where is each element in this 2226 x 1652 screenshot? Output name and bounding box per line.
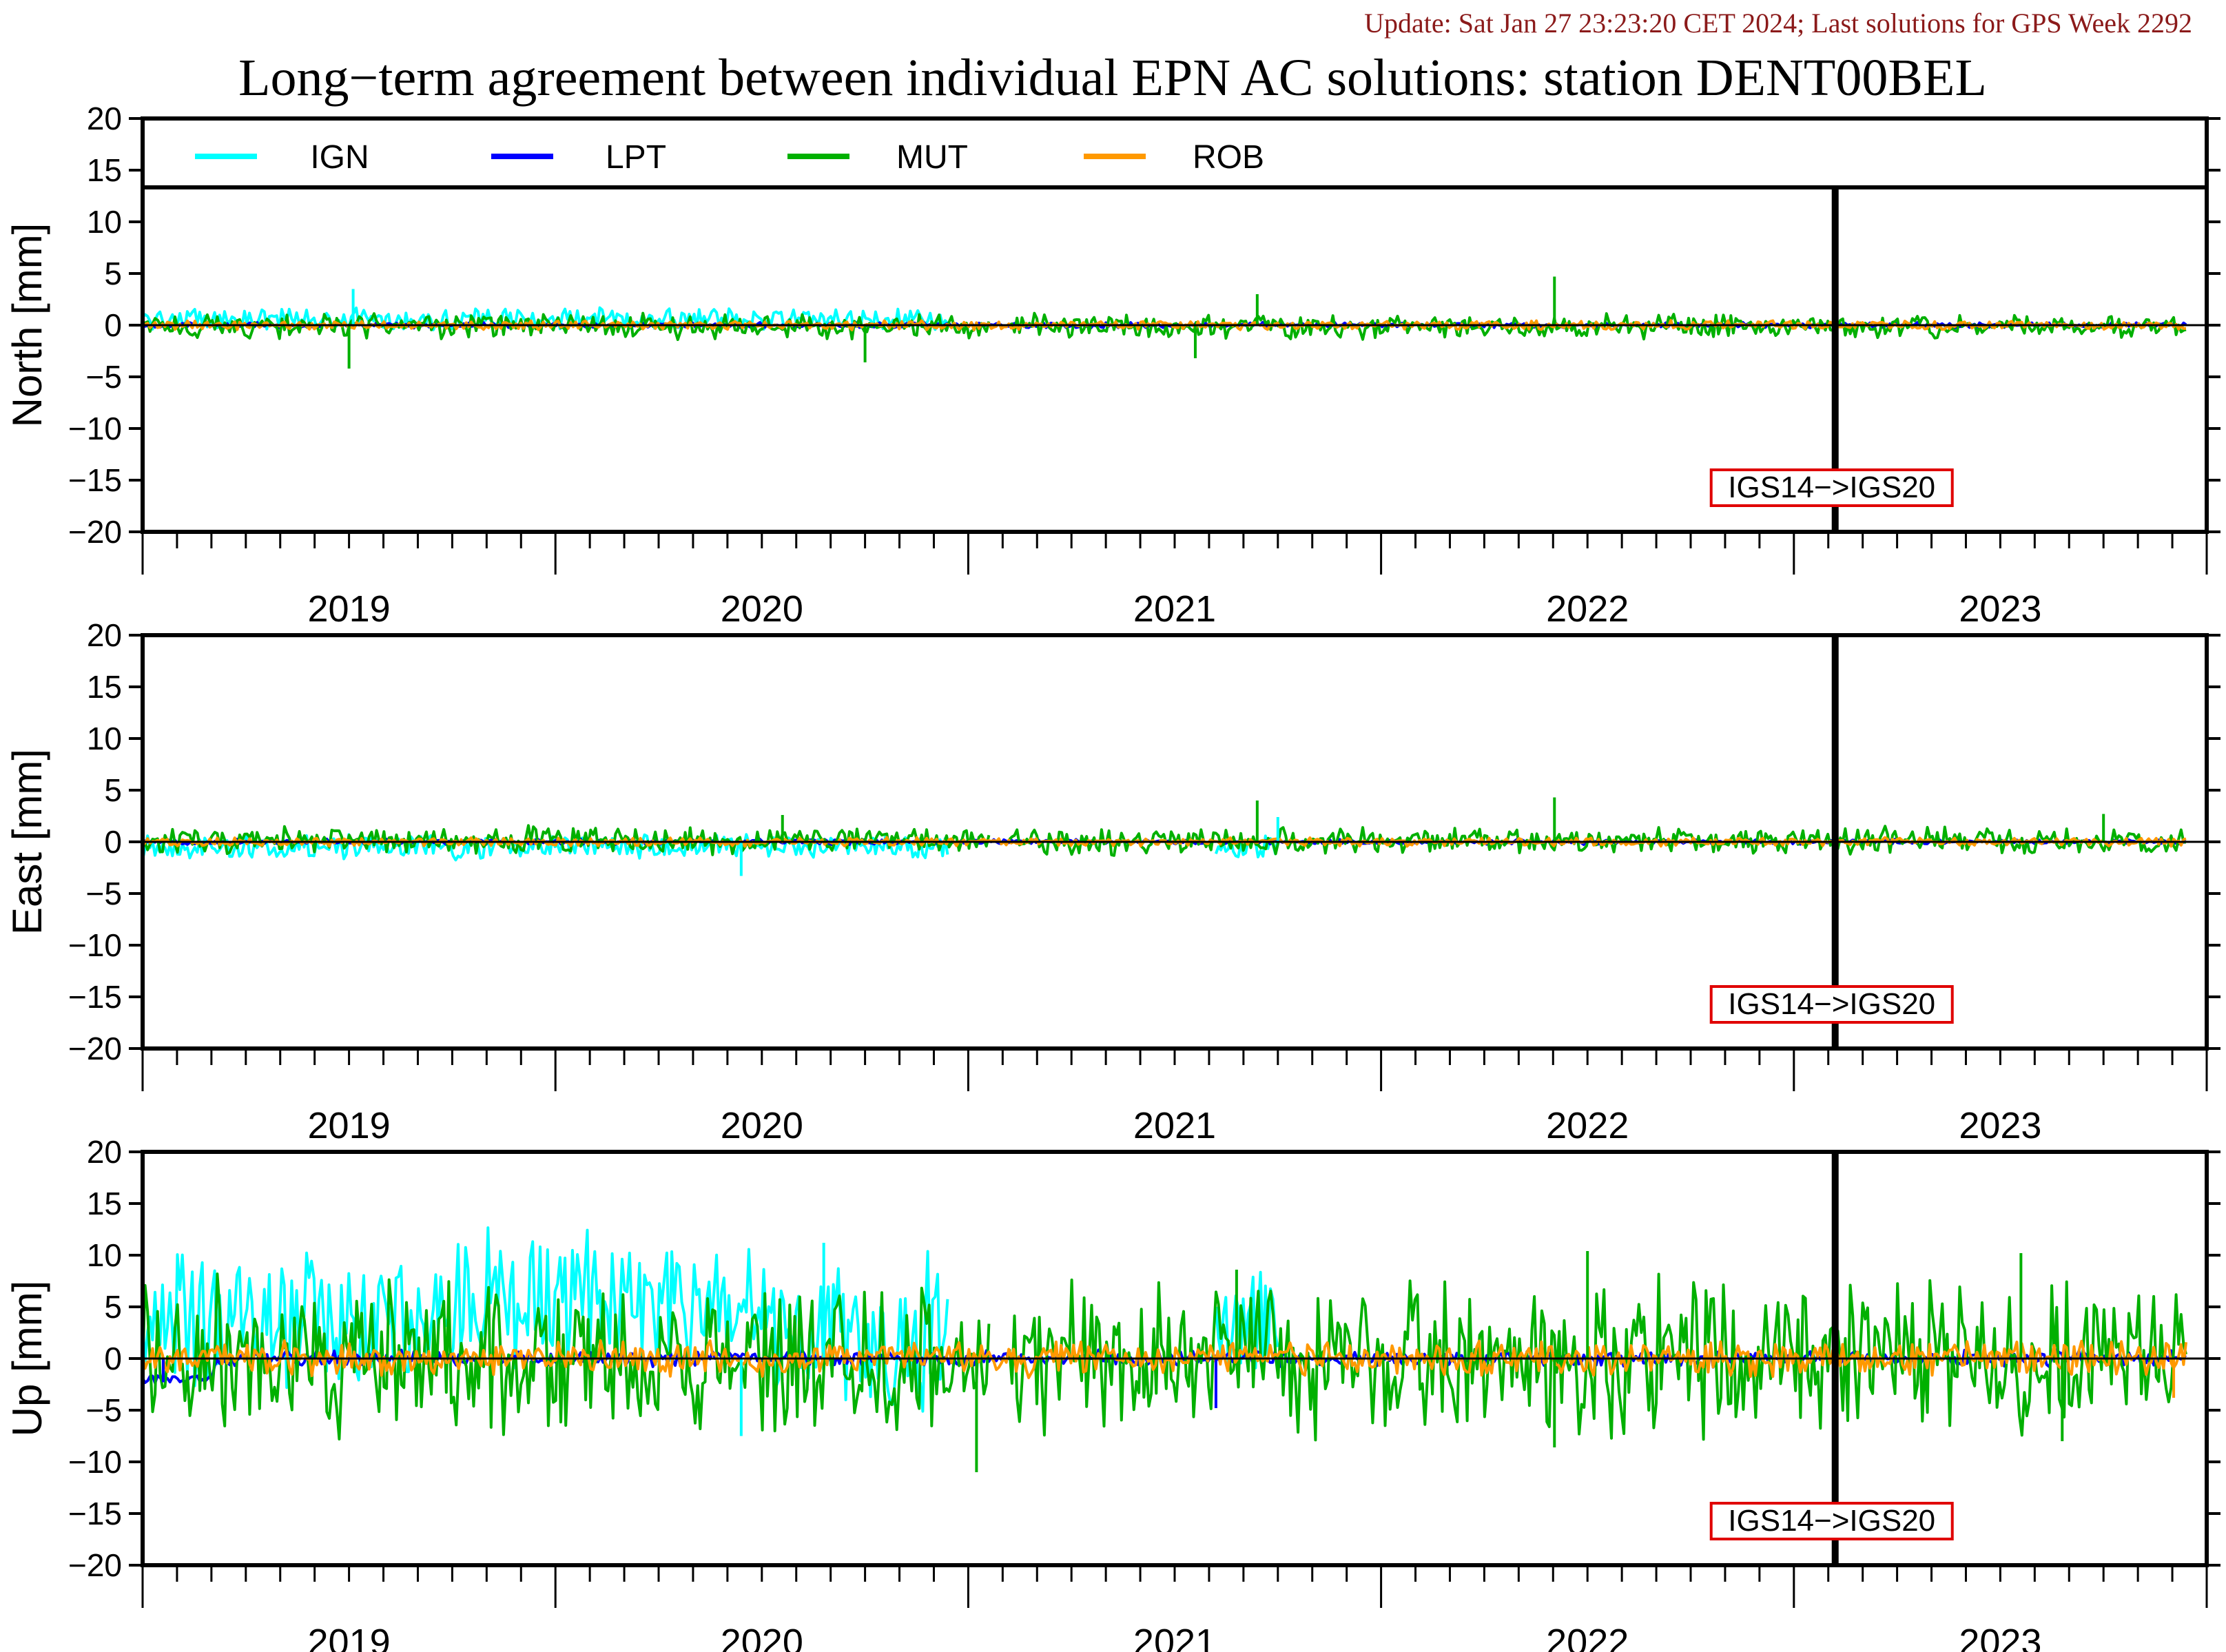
- legend-label-lpt: LPT: [606, 139, 666, 176]
- y-tick-label: −15: [68, 979, 122, 1015]
- panel-north: 20 15 10 5 0 −5 −10 −15 −20 North [mm] 2019 2020 202…: [4, 101, 2220, 630]
- y-tick-label: 10: [87, 1237, 122, 1273]
- series-group: [143, 797, 2187, 876]
- update-text: Update: Sat Jan 27 23:23:20 CET 2024; La…: [1364, 8, 2192, 39]
- x-year-label: 2019: [308, 1622, 391, 1652]
- x-year-label: 2023: [1959, 588, 2041, 630]
- x-year-label: 2019: [308, 1105, 391, 1146]
- y-tick-label: 0: [104, 824, 122, 860]
- panel-up: 20 15 10 5 0 −5 −10 −15 −20 Up [mm] 2019 2020 2021 20…: [4, 1134, 2220, 1652]
- y-tick-label: 5: [104, 1289, 122, 1325]
- series-group: [143, 1226, 2187, 1472]
- y-tick-label: −20: [68, 1031, 122, 1066]
- series-line-rob: [143, 1339, 2187, 1379]
- y-tick-label: 20: [87, 617, 122, 653]
- series-group: [143, 276, 2187, 369]
- x-year-label: 2020: [721, 588, 803, 630]
- x-year-label: 2023: [1959, 1622, 2041, 1652]
- y-tick-label: −20: [68, 514, 122, 550]
- y-tick-label: 15: [87, 669, 122, 705]
- y-tick-label: 10: [87, 721, 122, 756]
- x-year-label: 2023: [1959, 1105, 2041, 1146]
- series-line-mut: [143, 1272, 2187, 1442]
- y-tick-label: −5: [86, 359, 122, 395]
- legend-label-mut: MUT: [896, 139, 968, 176]
- panel-east: 20 15 10 5 0 −5 −10 −15 −20 East [mm] 2019 2020 2021…: [4, 617, 2220, 1146]
- legend-label-ign: IGN: [310, 139, 369, 176]
- chart-title: Long−term agreement between individual E…: [238, 49, 1987, 107]
- reference-change-box: [1709, 1502, 1954, 1540]
- x-year-label: 2022: [1546, 1622, 1629, 1652]
- y-tick-label: −5: [86, 1392, 122, 1428]
- panel-frame: [141, 633, 2209, 1051]
- y-tick-label: 0: [104, 1341, 122, 1376]
- x-year-label: 2021: [1133, 588, 1216, 630]
- x-year-label: 2019: [308, 588, 391, 630]
- reference-change-label: IGS14−>IGS20: [1728, 987, 1935, 1021]
- y-tick-label: 15: [87, 1186, 122, 1221]
- legend-label-rob: ROB: [1193, 139, 1264, 176]
- x-year-label: 2020: [721, 1622, 803, 1652]
- y-tick-label: 5: [104, 772, 122, 808]
- y-axis-label: East [mm]: [4, 749, 50, 935]
- y-tick-label: −15: [68, 462, 122, 498]
- y-tick-label: 15: [87, 152, 122, 188]
- y-tick-label: −10: [68, 1444, 122, 1480]
- reference-change-label: IGS14−>IGS20: [1728, 1504, 1935, 1538]
- x-year-label: 2021: [1133, 1622, 1216, 1652]
- reference-change-label: IGS14−>IGS20: [1728, 471, 1935, 504]
- y-axis-label: North [mm]: [4, 223, 50, 428]
- reference-change-box: [1709, 985, 1954, 1024]
- y-tick-label: 10: [87, 204, 122, 240]
- y-tick-label: 5: [104, 256, 122, 291]
- y-tick-label: 20: [87, 101, 122, 136]
- x-year-label: 2021: [1133, 1105, 1216, 1146]
- x-year-label: 2020: [721, 1105, 803, 1146]
- y-tick-label: 20: [87, 1134, 122, 1170]
- y-tick-label: −10: [68, 411, 122, 446]
- x-year-label: 2022: [1546, 588, 1629, 630]
- y-tick-label: −20: [68, 1547, 122, 1583]
- y-tick-label: −10: [68, 927, 122, 963]
- panel-frame: [141, 1150, 2209, 1567]
- legend-box: [141, 116, 2209, 189]
- y-tick-label: 0: [104, 307, 122, 343]
- y-axis-label: Up [mm]: [4, 1281, 50, 1437]
- reference-change-box: [1709, 468, 1954, 507]
- y-tick-label: −5: [86, 876, 122, 911]
- x-year-label: 2022: [1546, 1105, 1629, 1146]
- y-tick-label: −15: [68, 1496, 122, 1531]
